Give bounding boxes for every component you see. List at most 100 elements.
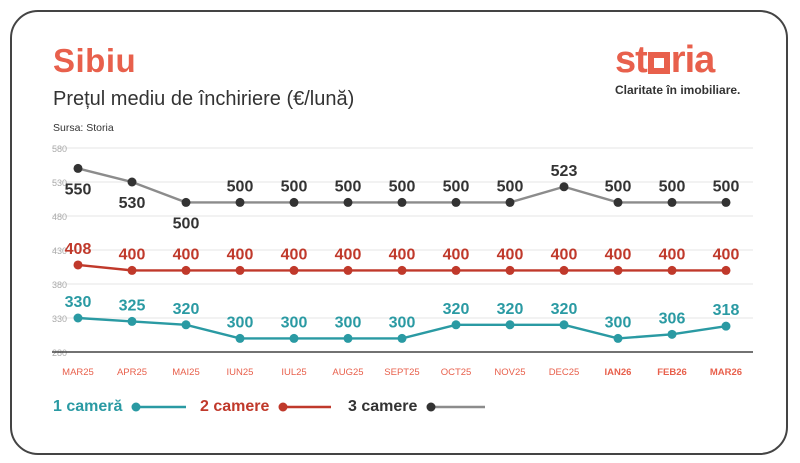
data-point [289, 197, 299, 207]
data-point [667, 329, 677, 339]
y-tick-label: 330 [52, 314, 67, 324]
data-label: 523 [551, 163, 578, 180]
data-label: 320 [497, 301, 524, 318]
x-tick-label: OCT25 [441, 367, 472, 378]
data-label: 400 [443, 246, 470, 263]
data-point [505, 320, 515, 330]
data-label: 500 [659, 178, 686, 195]
y-tick-label: 380 [52, 280, 67, 290]
data-label: 300 [335, 314, 362, 331]
chart-card [10, 10, 788, 455]
data-point [451, 320, 461, 330]
logo-tagline: Claritate în imobiliare. [615, 83, 741, 97]
chart-subtitle: Prețul mediu de închiriere (€/lună) [53, 88, 355, 110]
data-point [289, 265, 299, 275]
legend-label: 2 camere [200, 398, 270, 415]
data-point [721, 321, 731, 331]
legend-swatch [426, 402, 486, 412]
data-label: 300 [389, 314, 416, 331]
x-tick-label: APR25 [117, 367, 147, 378]
data-label: 500 [443, 178, 470, 195]
data-point [181, 197, 191, 207]
x-tick-label: SEPT25 [384, 367, 419, 378]
data-point [235, 333, 245, 343]
x-tick-label: DEC25 [549, 367, 580, 378]
legend-label: 3 camere [348, 398, 418, 415]
data-point [127, 265, 137, 275]
data-point [73, 163, 83, 173]
data-point [397, 333, 407, 343]
data-label: 306 [659, 310, 686, 327]
data-point [73, 260, 83, 270]
data-label: 500 [497, 178, 524, 195]
y-tick-label: 280 [52, 348, 67, 358]
data-point [343, 197, 353, 207]
data-label: 320 [173, 301, 200, 318]
x-tick-label: AUG25 [332, 367, 363, 378]
logo-word-end: ria [670, 39, 715, 81]
legend-swatch-marker [426, 402, 436, 412]
x-tick-label: MAR26 [710, 367, 742, 378]
x-tick-label: IUN25 [227, 367, 254, 378]
data-label: 400 [551, 246, 578, 263]
x-tick-label: MAR25 [62, 367, 94, 378]
data-point [505, 197, 515, 207]
data-label: 500 [335, 178, 362, 195]
data-label: 500 [605, 178, 632, 195]
data-label: 400 [389, 246, 416, 263]
data-label: 320 [443, 301, 470, 318]
data-point [181, 265, 191, 275]
data-label: 400 [227, 246, 254, 263]
data-label: 400 [713, 246, 740, 263]
data-label: 530 [119, 195, 146, 212]
data-point [73, 313, 83, 323]
data-label: 400 [281, 246, 308, 263]
data-label: 300 [227, 314, 254, 331]
data-point [235, 265, 245, 275]
data-point [451, 265, 461, 275]
data-point [667, 197, 677, 207]
legend-swatch-marker [278, 402, 288, 412]
data-label: 400 [497, 246, 524, 263]
data-label: 400 [335, 246, 362, 263]
data-label: 500 [281, 178, 308, 195]
legend-item: 3 camere [348, 398, 487, 416]
data-label: 400 [119, 246, 146, 263]
data-label: 300 [605, 314, 632, 331]
data-label: 318 [713, 302, 740, 319]
x-tick-label: MAI25 [172, 367, 199, 378]
x-tick-label: IUL25 [281, 367, 306, 378]
data-point [451, 197, 461, 207]
x-tick-label: FEB26 [657, 367, 687, 378]
y-tick-label: 430 [52, 246, 67, 256]
chart-title: Sibiu [53, 42, 137, 79]
data-label: 330 [65, 294, 92, 311]
data-point [343, 265, 353, 275]
data-point [667, 265, 677, 275]
legend-item: 2 camere [200, 398, 333, 416]
legend-swatch [131, 402, 187, 412]
source-note: Sursa: Storia [53, 122, 114, 134]
storia-logo: st ria Claritate în imobiliare. [615, 40, 755, 100]
data-point [559, 320, 569, 330]
data-label: 320 [551, 301, 578, 318]
data-point [721, 265, 731, 275]
legend-swatch-marker [131, 402, 141, 412]
legend-swatch [278, 402, 332, 412]
logo-word-start: st [615, 39, 648, 81]
legend-label: 1 cameră [53, 398, 123, 415]
x-tick-label: NOV25 [494, 367, 525, 378]
data-point [613, 265, 623, 275]
data-point [505, 265, 515, 275]
data-label: 500 [713, 178, 740, 195]
data-label: 400 [173, 246, 200, 263]
data-point [181, 320, 191, 330]
data-point [613, 333, 623, 343]
y-tick-label: 480 [52, 212, 67, 222]
data-label: 400 [605, 246, 632, 263]
data-label: 300 [281, 314, 308, 331]
data-point [559, 182, 569, 192]
logo-o-square-icon [647, 52, 670, 74]
data-point [235, 197, 245, 207]
